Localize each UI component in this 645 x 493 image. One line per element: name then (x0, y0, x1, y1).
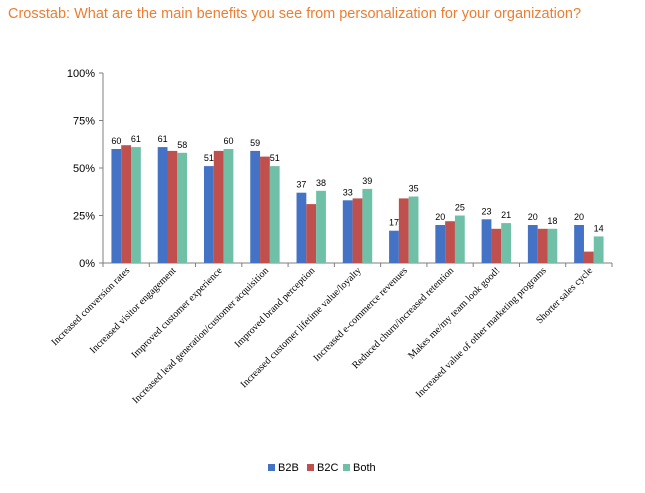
bar-b2b-4 (296, 192, 307, 263)
data-label: 23 (482, 206, 492, 216)
data-label: 51 (270, 153, 280, 163)
y-tick-label: 0% (79, 258, 95, 270)
bar-b2c-2 (213, 150, 224, 263)
data-label: 37 (296, 180, 306, 190)
legend-label-both: Both (353, 462, 376, 474)
data-label: 61 (131, 134, 141, 144)
bar-b2b-7 (435, 225, 446, 263)
bar-b2b-0 (111, 149, 122, 263)
bar-b2b-10 (574, 225, 584, 263)
bar-b2c-0 (121, 145, 132, 263)
bar-b2c-7 (445, 221, 455, 263)
data-label: 59 (250, 138, 260, 148)
chart-title: Crosstab: What are the main benefits you… (8, 6, 582, 22)
legend-label-b2c: B2C (317, 462, 338, 474)
legend-label-b2b: B2B (278, 462, 299, 474)
bar-b2b-6 (389, 230, 399, 263)
bar-b2c-10 (583, 251, 594, 263)
data-label: 60 (223, 136, 233, 146)
bar-both-6 (408, 196, 419, 263)
bar-b2c-9 (537, 228, 548, 263)
data-label: 25 (455, 203, 465, 213)
bar-b2c-6 (398, 198, 409, 263)
bar-b2c-5 (352, 198, 363, 263)
bar-both-0 (131, 147, 141, 263)
data-label: 14 (594, 223, 604, 233)
data-label: 20 (528, 212, 538, 222)
data-label: 20 (435, 212, 445, 222)
bar-both-9 (547, 228, 558, 263)
bar-both-4 (316, 190, 326, 263)
bar-b2b-3 (250, 150, 261, 263)
y-tick-label: 25% (73, 211, 95, 223)
bar-both-5 (362, 188, 373, 263)
bar-both-3 (269, 166, 280, 263)
bar-b2c-1 (167, 150, 178, 263)
data-label: 18 (547, 216, 557, 226)
category-label: Reduced churn/increased retention (350, 265, 456, 371)
data-label: 35 (409, 184, 419, 194)
bar-both-10 (593, 236, 604, 263)
data-label: 51 (204, 153, 214, 163)
data-label: 39 (362, 176, 372, 186)
data-label: 17 (389, 218, 399, 228)
data-label: 33 (343, 187, 353, 197)
bar-b2c-3 (260, 156, 270, 263)
data-label: 60 (111, 136, 121, 146)
data-label: 38 (316, 178, 326, 188)
data-label: 61 (158, 134, 168, 144)
data-label: 58 (177, 140, 187, 150)
bar-both-7 (454, 215, 465, 263)
bar-b2b-2 (203, 166, 214, 263)
category-label: Improved brand perception (233, 265, 318, 350)
category-label: Increased e-commerce revenues (311, 265, 410, 364)
y-tick-label: 75% (73, 116, 95, 128)
data-label: 20 (574, 212, 584, 222)
category-label: Makes me/my team look good! (406, 265, 502, 361)
bar-both-1 (177, 152, 188, 263)
bar-both-8 (501, 223, 512, 263)
bar-b2c-8 (491, 228, 502, 263)
bar-b2b-5 (342, 200, 353, 263)
category-label: Increased visitor engagement (88, 265, 179, 356)
legend-swatch-b2c (307, 464, 314, 471)
y-tick-label: 100% (67, 68, 95, 80)
data-label: 21 (501, 210, 511, 220)
bar-b2b-9 (527, 225, 538, 263)
category-label: Improved customer experience (129, 265, 225, 361)
category-label: Increased conversion rates (49, 265, 132, 348)
y-tick-label: 50% (73, 163, 95, 175)
legend-swatch-both (343, 464, 350, 471)
bar-b2b-1 (157, 147, 168, 263)
bar-b2b-8 (481, 219, 492, 263)
legend-swatch-b2b (268, 464, 275, 471)
bar-both-2 (223, 149, 234, 263)
bar-b2c-4 (306, 204, 317, 263)
